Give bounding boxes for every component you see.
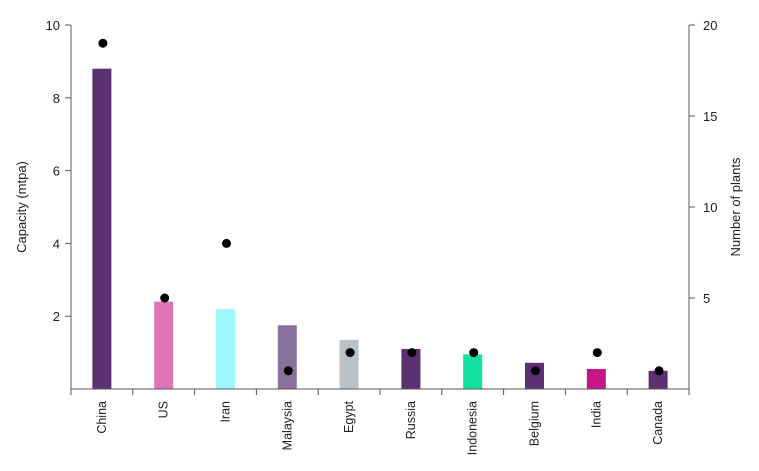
bar-us [154,301,174,389]
marker-indonesia [469,348,479,358]
bar-china [92,68,112,390]
marker-belgium [531,366,540,376]
marker-us [160,293,170,303]
x-tick-label: Iran [219,401,233,423]
marker-iran [222,238,231,248]
marker-canada [654,366,664,376]
x-tick-label: Malaysia [280,401,294,450]
x-axis: China US Iran Malaysia Egypt Russia Indonesia B… [70,388,690,455]
x-tick-label: India [589,401,603,428]
bar-canada [648,370,668,389]
right-axis-title: Number of plants [728,157,743,256]
left-tick-label: 10 [46,18,60,33]
left-tick-label: 2 [53,309,60,324]
x-tick-label: Russia [404,401,418,439]
marker-china [98,38,108,48]
left-axis-title: Capacity (mtpa) [14,161,29,253]
x-tick-label: US [157,401,171,418]
bar-indonesia [463,354,483,389]
x-tick-label: Canada [651,401,665,445]
bar-india [586,368,606,389]
right-tick-label: 20 [703,18,717,33]
right-tick-label: 5 [703,291,710,306]
right-tick-label: 15 [703,109,717,124]
marker-russia [407,348,417,358]
left-axis: 2 4 6 8 10 [46,18,72,389]
x-tick-label: Indonesia [466,401,480,455]
x-tick-label: China [95,401,109,434]
left-tick-label: 8 [53,91,60,106]
right-tick-label: 10 [703,200,717,215]
right-axis: 5 10 15 20 [688,18,717,389]
bar-malaysia [277,325,297,389]
bars-layer [92,68,668,390]
x-tick-label: Belgium [528,401,542,446]
x-tick-label: Egypt [342,400,356,432]
left-tick-label: 6 [53,164,60,179]
bar-egypt [339,339,359,389]
markers-layer [98,38,664,376]
bar-iran [216,308,235,389]
marker-india [592,348,602,358]
bar-russia [401,348,421,389]
left-tick-label: 4 [53,236,60,251]
marker-malaysia [283,366,293,376]
marker-egypt [345,348,355,358]
